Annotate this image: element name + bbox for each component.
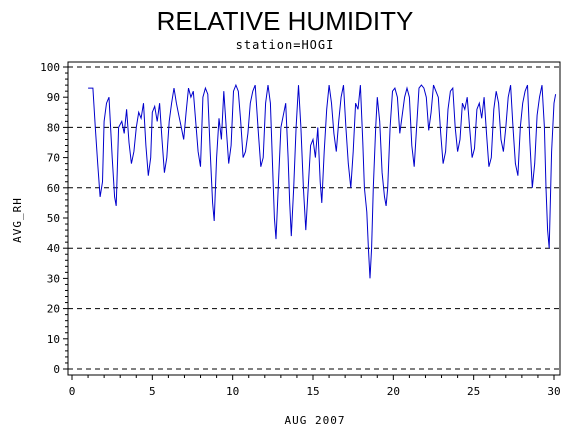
y-tick-label-10: 10: [47, 333, 60, 346]
y-axis-label: AVG_RH: [11, 197, 24, 243]
y-tick-label-100: 100: [40, 61, 60, 74]
y-tick-label-70: 70: [47, 152, 60, 165]
series-line-avg-rh: [88, 83, 557, 279]
chart-title: RELATIVE HUMIDITY: [157, 6, 414, 36]
x-tick-label-25: 25: [467, 385, 480, 398]
x-tick-label-15: 15: [306, 385, 319, 398]
y-tick-label-40: 40: [47, 242, 60, 255]
x-tick-label-10: 10: [226, 385, 239, 398]
y-axis-ticks: 0 10 20 30 40 50 60 70 80 90 100: [40, 61, 68, 376]
reference-lines: [68, 66, 560, 370]
y-tick-label-50: 50: [47, 212, 60, 225]
axes: [67, 61, 561, 376]
x-tick-label-20: 20: [387, 385, 400, 398]
y-tick-label-20: 20: [47, 303, 60, 316]
x-tick-label-5: 5: [149, 385, 156, 398]
plot-frame: [67, 61, 561, 376]
x-tick-label-0: 0: [69, 385, 76, 398]
x-axis-label: AUG 2007: [285, 414, 346, 427]
y-tick-label-30: 30: [47, 272, 60, 285]
y-tick-label-60: 60: [47, 182, 60, 195]
y-tick-label-0: 0: [53, 363, 60, 376]
x-tick-label-30: 30: [547, 385, 560, 398]
y-tick-label-80: 80: [47, 121, 60, 134]
y-tick-label-90: 90: [47, 91, 60, 104]
chart-subtitle: station=HOGI: [236, 38, 335, 52]
x-axis-ticks: 0 5 10 15 20 25 30: [69, 375, 561, 398]
